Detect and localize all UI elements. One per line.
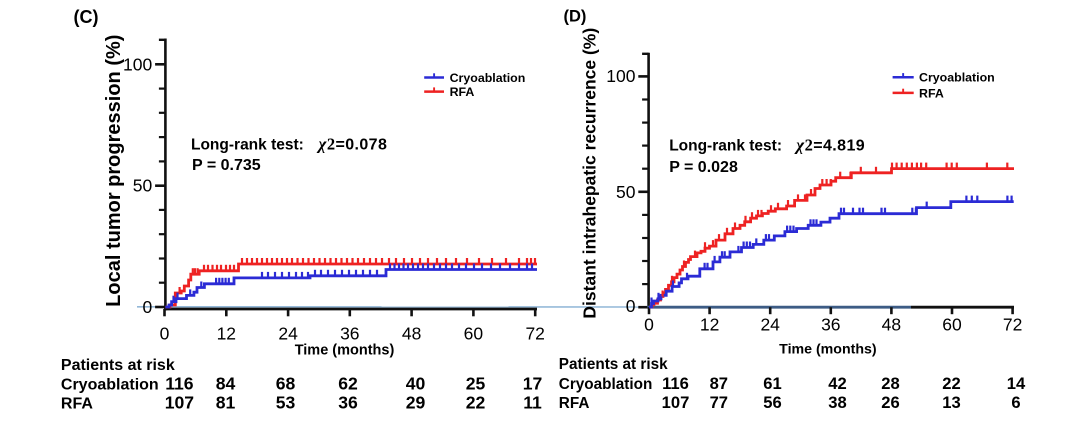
svg-text:χ2=0.078: χ2=0.078 (317, 135, 388, 154)
svg-text:36: 36 (340, 323, 359, 343)
svg-text:60: 60 (942, 315, 962, 335)
svg-text:61: 61 (763, 374, 781, 393)
svg-text:26: 26 (881, 393, 899, 412)
svg-text:RFA: RFA (450, 85, 475, 99)
svg-text:Time (months): Time (months) (779, 341, 877, 357)
svg-text:Time (months): Time (months) (295, 343, 395, 359)
svg-text:RFA: RFA (61, 396, 93, 413)
svg-text:48: 48 (402, 323, 421, 343)
svg-text:(D): (D) (564, 8, 587, 26)
svg-text:72: 72 (1003, 315, 1022, 335)
svg-text:24: 24 (760, 315, 780, 335)
svg-text:χ2=4.819: χ2=4.819 (794, 135, 865, 154)
svg-text:Cryoablation: Cryoablation (61, 377, 159, 394)
svg-text:40: 40 (406, 374, 426, 394)
svg-text:P = 0.028: P = 0.028 (669, 159, 738, 176)
svg-text:50: 50 (616, 182, 636, 202)
svg-text:42: 42 (828, 374, 846, 393)
svg-text:RFA: RFA (559, 395, 590, 412)
svg-text:100: 100 (606, 66, 635, 86)
svg-text:Cryoablation: Cryoablation (559, 376, 653, 393)
svg-text:24: 24 (278, 323, 298, 343)
svg-text:29: 29 (406, 393, 426, 413)
svg-text:36: 36 (338, 393, 358, 413)
svg-text:77: 77 (710, 393, 728, 412)
svg-text:P = 0.735: P = 0.735 (192, 157, 261, 174)
svg-text:Long-rank test:: Long-rank test: (669, 137, 782, 154)
svg-text:RFA: RFA (919, 86, 944, 100)
svg-text:0: 0 (644, 315, 654, 335)
svg-text:13: 13 (942, 393, 960, 412)
svg-text:11: 11 (523, 393, 542, 413)
svg-text:12: 12 (700, 315, 719, 335)
svg-text:107: 107 (662, 393, 690, 412)
svg-text:6: 6 (1011, 393, 1020, 412)
svg-text:0: 0 (142, 297, 152, 317)
svg-text:Patients at risk: Patients at risk (559, 356, 668, 373)
svg-text:Local tumor progression (%): Local tumor progression (%) (103, 35, 125, 307)
svg-text:(C): (C) (74, 7, 99, 27)
svg-text:25: 25 (466, 374, 486, 394)
svg-text:Patients at risk: Patients at risk (61, 357, 175, 374)
svg-text:17: 17 (523, 374, 543, 394)
svg-text:107: 107 (165, 393, 195, 413)
svg-text:22: 22 (942, 374, 960, 393)
svg-text:116: 116 (165, 374, 194, 394)
svg-text:22: 22 (466, 393, 486, 413)
svg-text:Distant intrahepatic recurrenc: Distant intrahepatic recurrence (%) (580, 28, 600, 319)
svg-text:36: 36 (821, 315, 840, 335)
svg-text:50: 50 (133, 176, 153, 196)
svg-text:81: 81 (216, 393, 236, 413)
svg-text:Cryoablation: Cryoablation (450, 71, 526, 85)
svg-text:68: 68 (276, 374, 296, 394)
svg-text:12: 12 (217, 323, 236, 343)
svg-text:116: 116 (662, 374, 689, 393)
svg-text:0: 0 (626, 296, 636, 316)
svg-text:60: 60 (464, 323, 484, 343)
svg-text:62: 62 (338, 374, 358, 394)
svg-text:53: 53 (276, 393, 296, 413)
svg-text:14: 14 (1007, 374, 1026, 393)
svg-text:87: 87 (710, 374, 728, 393)
svg-text:84: 84 (216, 374, 236, 394)
svg-text:72: 72 (525, 323, 544, 343)
svg-text:38: 38 (828, 393, 846, 412)
svg-text:Long-rank test:: Long-rank test: (191, 137, 304, 154)
svg-text:Cryoablation: Cryoablation (919, 71, 995, 85)
svg-text:0: 0 (160, 323, 170, 343)
svg-text:48: 48 (882, 315, 901, 335)
svg-text:56: 56 (763, 393, 781, 412)
svg-text:28: 28 (881, 374, 899, 393)
svg-text:100: 100 (123, 55, 152, 75)
